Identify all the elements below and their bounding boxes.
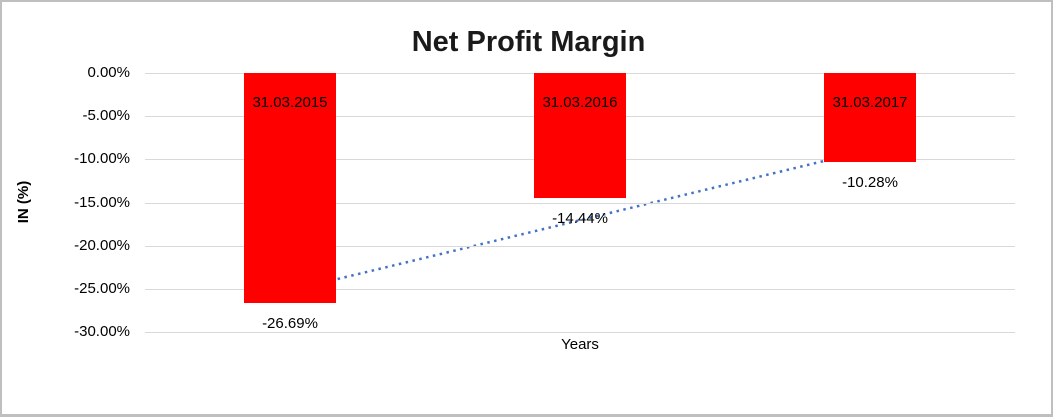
y-tick-label: -5.00% <box>82 107 130 124</box>
bar <box>534 73 626 198</box>
bar-category-label: 31.03.2016 <box>542 94 618 111</box>
y-tick-label: -20.00% <box>74 237 130 254</box>
bar-category-label: 31.03.2017 <box>832 94 908 111</box>
bar <box>824 73 916 162</box>
gridline <box>145 289 1015 290</box>
chart-title: Net Profit Margin <box>411 26 646 58</box>
y-tick-label: -10.00% <box>74 150 130 167</box>
x-axis-title: Years <box>561 336 599 353</box>
y-tick-label: -25.00% <box>74 280 130 297</box>
gridline <box>145 332 1015 333</box>
bar-value-label: -26.69% <box>262 315 318 332</box>
y-tick-label: 0.00% <box>87 64 130 81</box>
gridline <box>145 203 1015 204</box>
y-tick-label: -15.00% <box>74 194 130 211</box>
bar <box>244 73 336 303</box>
bar-category-label: 31.03.2015 <box>252 94 328 111</box>
y-tick-label: -30.00% <box>74 323 130 340</box>
bar-value-label: -14.44% <box>552 210 608 227</box>
gridline <box>145 246 1015 247</box>
bar-value-label: -10.28% <box>842 174 898 191</box>
